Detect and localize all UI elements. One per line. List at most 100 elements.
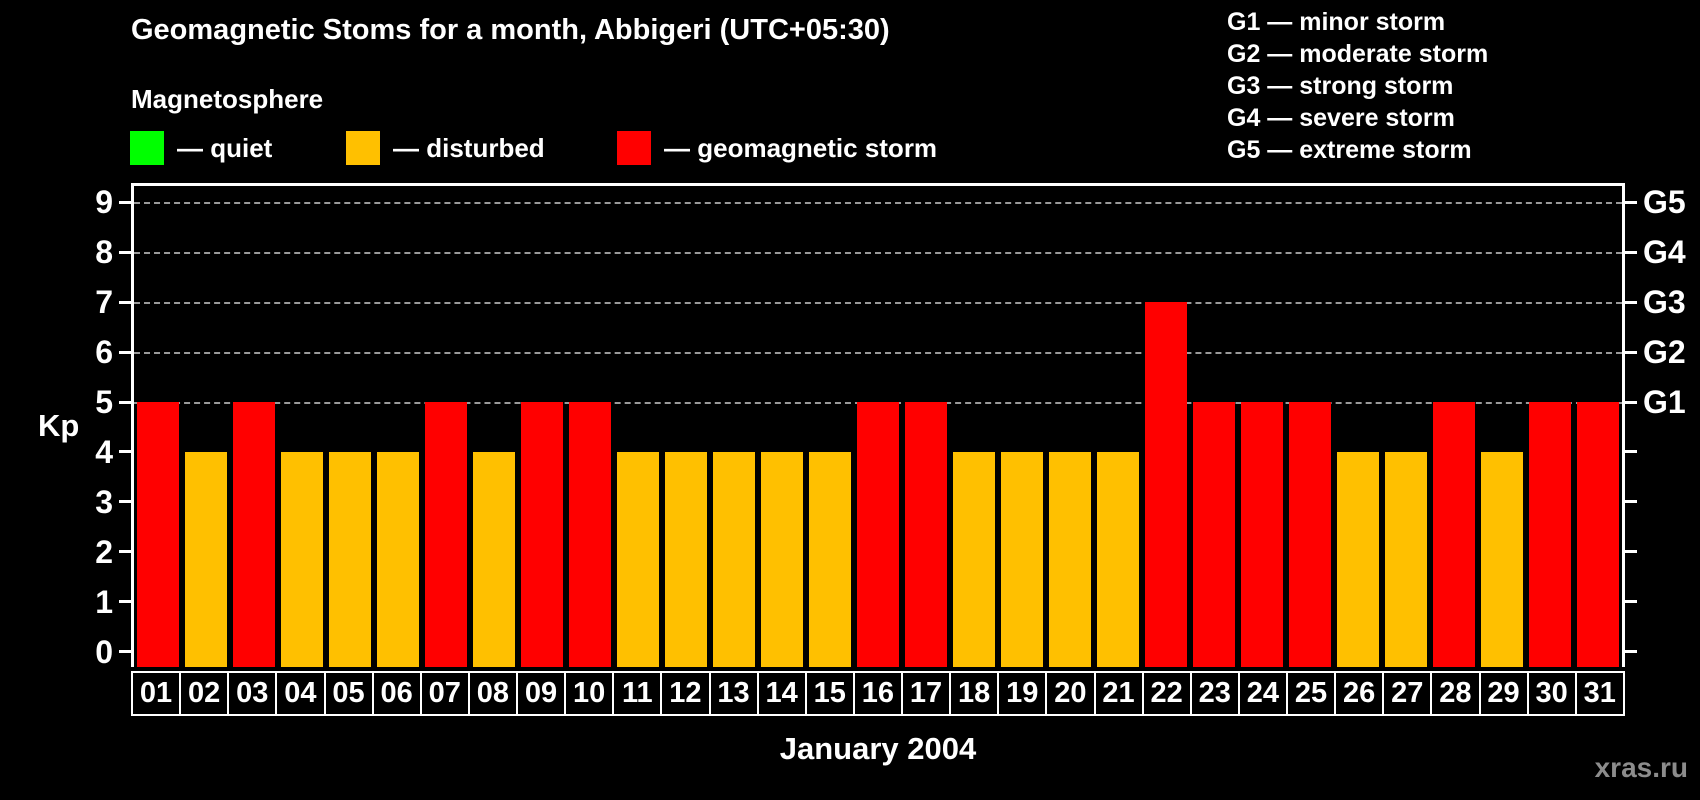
gridline-kp8 xyxy=(134,252,1622,255)
y-axis-label-5: 5 xyxy=(95,384,113,420)
right-axis-tick-4 xyxy=(1625,450,1637,454)
right-axis-tick-7 xyxy=(1625,300,1637,304)
y-axis-label-7: 7 xyxy=(95,284,113,321)
day-label-23: 23 xyxy=(1189,671,1240,716)
day-label-26: 26 xyxy=(1334,671,1385,716)
right-axis-label-g4: G4 xyxy=(1643,234,1686,271)
bar-day-31 xyxy=(1577,402,1619,667)
left-axis-tick-5 xyxy=(119,400,131,404)
x-axis-day-row: 01 02 03 04 05 06 07 08 09 10 11 12 13 14 15 16 17 18 19 20… xyxy=(131,671,1625,716)
left-axis-tick-0 xyxy=(119,650,131,654)
day-label-15: 15 xyxy=(804,671,855,716)
storm-scale-legend: G1 — minor storm G2 — moderate storm G3 … xyxy=(1227,6,1488,166)
day-label-06: 06 xyxy=(371,671,422,716)
storm-swatch-icon xyxy=(617,131,651,165)
gridline-kp6 xyxy=(134,352,1622,355)
day-label-27: 27 xyxy=(1382,671,1433,716)
right-axis-tick-3 xyxy=(1625,500,1637,504)
bar-day-14 xyxy=(761,451,803,667)
day-label-08: 08 xyxy=(467,671,518,716)
day-label-12: 12 xyxy=(660,671,711,716)
day-label-29: 29 xyxy=(1478,671,1529,716)
y-axis-label-2: 2 xyxy=(95,533,113,570)
gridline-kp7 xyxy=(134,302,1622,305)
right-axis-tick-6 xyxy=(1625,350,1637,354)
day-label-31: 31 xyxy=(1574,671,1625,716)
bar-day-27 xyxy=(1385,451,1427,667)
bar-day-24 xyxy=(1241,402,1283,667)
bar-day-08 xyxy=(473,451,515,667)
bar-day-06 xyxy=(377,451,419,667)
left-axis-tick-3 xyxy=(119,500,131,504)
day-label-04: 04 xyxy=(275,671,326,716)
day-label-25: 25 xyxy=(1286,671,1337,716)
day-label-30: 30 xyxy=(1526,671,1577,716)
storm-scale-line-g5: G5 — extreme storm xyxy=(1227,136,1472,164)
legend-label-quiet: — quiet xyxy=(177,132,273,163)
bar-day-11 xyxy=(617,451,659,667)
y-axis-title: Kp xyxy=(38,408,80,443)
left-axis-tick-2 xyxy=(119,550,131,554)
day-label-17: 17 xyxy=(901,671,952,716)
day-label-14: 14 xyxy=(756,671,807,716)
left-axis-tick-7 xyxy=(119,300,131,304)
right-axis-tick-5 xyxy=(1625,400,1637,404)
bar-day-03 xyxy=(233,402,275,667)
day-label-11: 11 xyxy=(612,671,663,716)
bar-day-22 xyxy=(1145,302,1187,667)
chart-title: Geomagnetic Stoms for a month, Abbigeri … xyxy=(131,14,890,46)
bar-day-26 xyxy=(1337,451,1379,667)
storm-scale-line-g2: G2 — moderate storm xyxy=(1227,40,1489,68)
day-label-09: 09 xyxy=(516,671,567,716)
x-axis-title: January 2004 xyxy=(779,731,977,766)
bar-day-23 xyxy=(1193,402,1235,667)
y-axis-label-6: 6 xyxy=(95,334,113,371)
left-axis-tick-1 xyxy=(119,600,131,604)
plot-area xyxy=(131,183,1625,667)
left-axis-tick-8 xyxy=(119,250,131,254)
bar-day-02 xyxy=(185,451,227,667)
day-label-13: 13 xyxy=(708,671,759,716)
right-axis-tick-2 xyxy=(1625,550,1637,554)
day-label-01: 01 xyxy=(131,671,182,716)
bar-day-04 xyxy=(281,451,323,667)
left-axis-tick-9 xyxy=(119,200,131,204)
bar-day-13 xyxy=(713,451,755,667)
legend-item-disturbed: — disturbed xyxy=(346,131,545,165)
y-axis-label-4: 4 xyxy=(95,433,113,470)
day-label-07: 07 xyxy=(419,671,470,716)
bar-day-19 xyxy=(1001,451,1043,667)
bar-day-07 xyxy=(425,402,467,667)
y-axis-label-1: 1 xyxy=(95,583,113,620)
day-label-02: 02 xyxy=(179,671,230,716)
storm-scale-line-g3: G3 — strong storm xyxy=(1227,72,1454,100)
storm-scale-line-g1: G1 — minor storm xyxy=(1227,8,1446,36)
day-label-03: 03 xyxy=(227,671,278,716)
bar-day-20 xyxy=(1049,451,1091,667)
day-label-16: 16 xyxy=(852,671,903,716)
right-axis-label-g2: G2 xyxy=(1643,334,1686,371)
quiet-swatch-icon xyxy=(130,131,164,165)
bar-day-17 xyxy=(905,402,947,667)
bar-day-21 xyxy=(1097,451,1139,667)
bar-day-09 xyxy=(521,402,563,667)
bar-day-18 xyxy=(953,451,995,667)
disturbed-swatch-icon xyxy=(346,131,380,165)
plot-inner xyxy=(134,186,1622,667)
bar-day-05 xyxy=(329,451,371,667)
bar-day-12 xyxy=(665,451,707,667)
bar-day-16 xyxy=(857,402,899,667)
y-axis-label-8: 8 xyxy=(95,234,113,271)
day-label-20: 20 xyxy=(1045,671,1096,716)
day-label-22: 22 xyxy=(1141,671,1192,716)
y-axis-label-0: 0 xyxy=(95,633,113,670)
right-axis-tick-9 xyxy=(1625,200,1637,204)
y-axis-label-3: 3 xyxy=(95,483,113,520)
bar-day-28 xyxy=(1433,402,1475,667)
day-label-19: 19 xyxy=(997,671,1048,716)
right-axis-label-g5: G5 xyxy=(1643,184,1686,221)
storm-scale-line-g4: G4 — severe storm xyxy=(1227,104,1455,132)
right-axis-tick-0 xyxy=(1625,650,1637,654)
bar-day-29 xyxy=(1481,451,1523,667)
